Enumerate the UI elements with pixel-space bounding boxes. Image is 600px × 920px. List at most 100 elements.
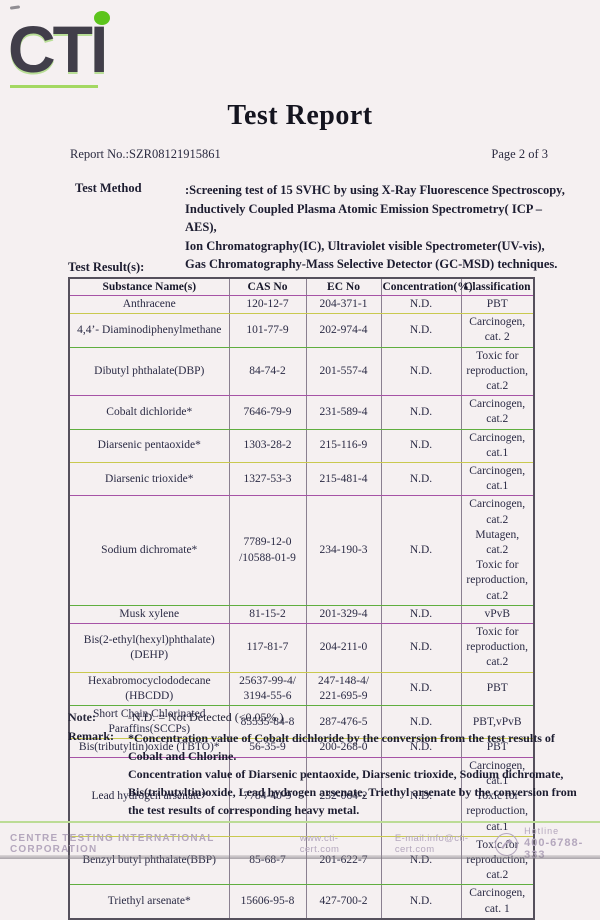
cell-concentration: N.D. <box>380 295 461 315</box>
cell-substance: Diarsenic trioxide* <box>69 462 229 497</box>
table-row: Diarsenic trioxide* 1327-53-3 215-481-4 N.D… <box>69 462 534 497</box>
cell-cas-no: 7784-40-9 <box>228 757 306 837</box>
cell-classification: Carcinogen, cat.1 <box>460 429 534 464</box>
cell-cas-no: 7646-79-9 <box>228 395 306 430</box>
cell-ec-no: 200-268-0 <box>305 738 381 758</box>
cell-concentration: N.D. <box>380 884 461 920</box>
cell-concentration: N.D. <box>380 495 461 606</box>
cell-cas-no: 1327-53-3 <box>228 462 306 497</box>
page-number: Page 2 of 3 <box>491 147 548 161</box>
cell-cas-no: 15606-95-8 <box>228 884 306 920</box>
column-header-concentration: Concentration(%) <box>380 278 473 296</box>
page-title: Test Report <box>227 100 373 131</box>
cti-logo-green-dot-icon <box>94 11 110 25</box>
cell-substance: Diarsenic pentaoxide* <box>69 429 229 464</box>
test-report-page: { "logo": { "text": "CTI" }, "title": "T… <box>0 5 600 920</box>
column-header-ec: EC No <box>305 278 381 296</box>
footer-company-name: CENTRE TESTING INTERNATIONAL CORPORATION <box>10 833 215 855</box>
cell-cas-no: 84-74-2 <box>228 347 306 397</box>
footer-email-link: E-mail:info@cti-cert.com <box>394 833 469 855</box>
table-row: Bis(tributyltin)oxide (TBTO)* 56-35-9 200-… <box>69 738 534 758</box>
test-method-text: :Screening test of 15 SVHC by using X-Ra… <box>185 183 565 271</box>
cell-cas-no: 101-77-9 <box>228 313 306 348</box>
cell-cas-no: 7789-12-0 /10588-01-9 <box>228 495 306 606</box>
test-method-section: Test Method :Screening test of 15 SVHC b… <box>75 181 570 274</box>
cell-substance: Dibutyl phthalate(DBP) <box>69 347 229 397</box>
cell-cas-no: 81-15-2 <box>228 605 306 625</box>
cell-ec-no: 204-211-0 <box>305 623 381 673</box>
cell-substance: Anthracene <box>69 295 229 315</box>
cell-substance: Short Chain Chlorinated Paraffins(SCCPs) <box>69 705 229 740</box>
cell-ec-no: 201-329-4 <box>305 605 381 625</box>
hotline-label: Hotline <box>524 826 560 837</box>
cell-concentration: N.D. <box>380 395 461 430</box>
remark-text: *Concentration value of Cobalt dichlorid… <box>128 731 577 817</box>
cell-concentration: N.D. <box>380 757 461 837</box>
cti-logo: CTI <box>6 8 126 88</box>
cell-ec-no: 247-148-4/ 221-695-9 <box>305 672 381 707</box>
results-table: Substance Name(s) CAS No EC No Concentra… <box>68 277 535 920</box>
test-results-label: Test Result(s): <box>68 260 145 274</box>
cell-concentration: N.D. <box>380 672 461 707</box>
cell-ec-no: 215-481-4 <box>305 462 381 497</box>
cell-ec-no: 234-190-3 <box>305 495 381 606</box>
remark-label: Remark: <box>68 729 114 743</box>
cell-concentration: N.D. <box>380 313 461 348</box>
cell-ec-no: 201-557-4 <box>305 347 381 397</box>
cell-concentration: N.D. <box>380 347 461 397</box>
cell-cas-no: 25637-99-4/ 3194-55-6 <box>228 672 306 707</box>
column-header-classification: Classification <box>460 278 534 296</box>
cell-classification: PBT <box>460 295 534 315</box>
cell-ec-no: 202-974-4 <box>305 313 381 348</box>
cell-substance: Lead hydrogen arsenate* <box>69 757 229 837</box>
cell-substance: Bis(2-ethyl(hexyl)phthalate) (DEHP) <box>69 623 229 673</box>
cell-ec-no: 287-476-5 <box>305 705 381 740</box>
cell-substance: Triethyl arsenate* <box>69 884 229 920</box>
results-table-body: Anthracene 120-12-7 204-371-1 N.D. PBT 4,4’- … <box>69 295 534 920</box>
footer: CENTRE TESTING INTERNATIONAL CORPORATION… <box>10 826 592 861</box>
column-header-substance: Substance Name(s) <box>69 278 229 296</box>
footer-divider <box>0 821 600 823</box>
table-row: Anthracene 120-12-7 204-371-1 N.D. PBT <box>69 295 534 315</box>
cell-ec-no: 231-589-4 <box>305 395 381 430</box>
table-row: 4,4’- Diaminodiphenylmethane 101-77-9 202-… <box>69 313 534 348</box>
cell-substance: 4,4’- Diaminodiphenylmethane <box>69 313 229 348</box>
table-row: Diarsenic pentaoxide* 1303-28-2 215-116-9 N… <box>69 429 534 464</box>
note-label: Note: <box>68 710 96 724</box>
cell-ec-no: 204-371-1 <box>305 295 381 315</box>
cell-cas-no: 85535-84-8 <box>228 705 306 740</box>
scan-bottom-edge <box>0 855 600 859</box>
cell-concentration: N.D. <box>380 429 461 464</box>
cell-classification: Carcinogen, cat. 1 <box>460 884 534 920</box>
cell-ec-no: 215-116-9 <box>305 429 381 464</box>
table-row: Bis(2-ethyl(hexyl)phthalate) (DEHP) 117-8… <box>69 623 534 673</box>
cti-logo-text: CTI <box>8 12 108 86</box>
cell-concentration: N.D. <box>380 738 461 758</box>
table-row: Hexabromocyclododecane (HBCDD) 25637-99-4… <box>69 672 534 707</box>
cell-classification: vPvB <box>460 605 534 625</box>
table-row: Lead hydrogen arsenate* 7784-40-9 232-064-… <box>69 757 534 837</box>
cell-classification: Carcinogen, cat.2 Mutagen, cat.2 Toxic f… <box>460 495 534 606</box>
table-row: Short Chain Chlorinated Paraffins(SCCPs)… <box>69 705 534 740</box>
cell-classification: Toxic for reproduction, cat.2 <box>460 347 534 397</box>
note-text: -N.D. = Not Detected (<0.05% ) <box>128 710 284 724</box>
note-section: Note: -N.D. = Not Detected (<0.05% ) <box>68 710 570 725</box>
cell-ec-no: 232-064-2 <box>305 757 381 837</box>
cell-classification: Carcinogen, cat.2 <box>460 395 534 430</box>
cell-classification: Carcinogen, cat.1 Toxic for reproduction… <box>460 757 534 837</box>
cell-substance: Musk xylene <box>69 605 229 625</box>
cell-cas-no: 1303-28-2 <box>228 429 306 464</box>
cell-substance: Hexabromocyclododecane (HBCDD) <box>69 672 229 707</box>
cell-cas-no: 56-35-9 <box>228 738 306 758</box>
cti-logo-underline <box>10 85 98 88</box>
cell-classification: Carcinogen, cat.1 <box>460 462 534 497</box>
report-number: Report No.:SZR08121915861 <box>70 147 221 161</box>
cell-concentration: N.D. <box>380 623 461 673</box>
cell-substance: Bis(tributyltin)oxide (TBTO)* <box>69 738 229 758</box>
cell-cas-no: 120-12-7 <box>228 295 306 315</box>
report-meta-row: Report No.:SZR08121915861 Page 2 of 3 <box>70 147 548 162</box>
cell-classification: Carcinogen, cat. 2 <box>460 313 534 348</box>
phone-icon <box>495 832 519 856</box>
cell-classification: PBT,vPvB <box>460 705 534 740</box>
cell-concentration: N.D. <box>380 462 461 497</box>
